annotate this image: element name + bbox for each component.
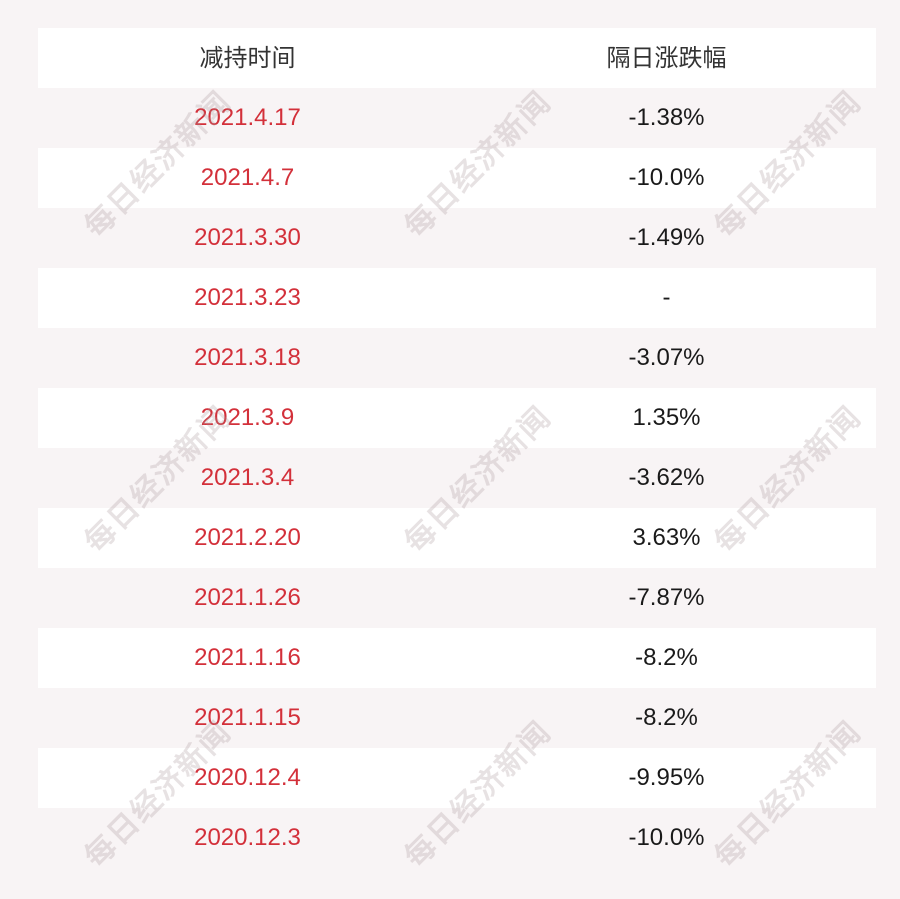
table-row: 2021.4.17 -1.38% [38,88,876,148]
change-cell: -1.49% [628,224,705,251]
date-cell: 2021.3.23 [194,284,301,311]
date-cell: 2021.3.18 [194,344,301,371]
table-row: 2021.2.20 3.63% [38,508,876,568]
table-row: 2021.1.16 -8.2% [38,628,876,688]
table-row: 2021.1.15 -8.2% [38,688,876,748]
data-table: 减持时间 隔日涨跌幅 2021.4.17 -1.38% 2021.4.7 -10.0%… [38,28,876,868]
table-row: 2021.3.30 -1.49% [38,208,876,268]
date-cell: 2021.1.26 [194,584,301,611]
table-row: 2021.3.9 1.35% [38,388,876,448]
date-cell: 2021.3.30 [194,224,301,251]
change-cell: -7.87% [628,584,705,611]
date-cell: 2021.1.16 [194,644,301,671]
date-cell: 2021.4.7 [200,164,295,191]
change-cell: -8.2% [635,644,698,671]
change-cell: 3.63% [632,524,701,551]
table-body: 2021.4.17 -1.38% 2021.4.7 -10.0% 2021.3.30 -1… [38,88,876,868]
table-row: 2021.3.23 - [38,268,876,328]
change-cell: -9.95% [628,764,705,791]
table-row: 2021.4.7 -10.0% [38,148,876,208]
table-row: 2021.1.26 -7.87% [38,568,876,628]
change-cell: -10.0% [628,164,705,191]
change-cell: -1.38% [628,104,705,131]
date-cell: 2021.3.4 [200,464,295,491]
header-change: 隔日涨跌幅 [606,44,727,72]
table-row: 2020.12.4 -9.95% [38,748,876,808]
table-row: 2021.3.18 -3.07% [38,328,876,388]
table-header-row: 减持时间 隔日涨跌幅 [38,28,876,88]
table-row: 2021.3.4 -3.62% [38,448,876,508]
change-cell: -10.0% [628,824,705,851]
header-date: 减持时间 [199,44,296,72]
change-cell: -3.62% [628,464,705,491]
change-cell: - [662,284,671,311]
date-cell: 2021.3.9 [200,404,295,431]
change-cell: -3.07% [628,344,705,371]
date-cell: 2020.12.3 [194,824,301,851]
date-cell: 2020.12.4 [194,764,301,791]
date-cell: 2021.4.17 [194,104,301,131]
date-cell: 2021.1.15 [194,704,301,731]
table-row: 2020.12.3 -10.0% [38,808,876,868]
change-cell: 1.35% [632,404,701,431]
date-cell: 2021.2.20 [194,524,301,551]
change-cell: -8.2% [635,704,698,731]
